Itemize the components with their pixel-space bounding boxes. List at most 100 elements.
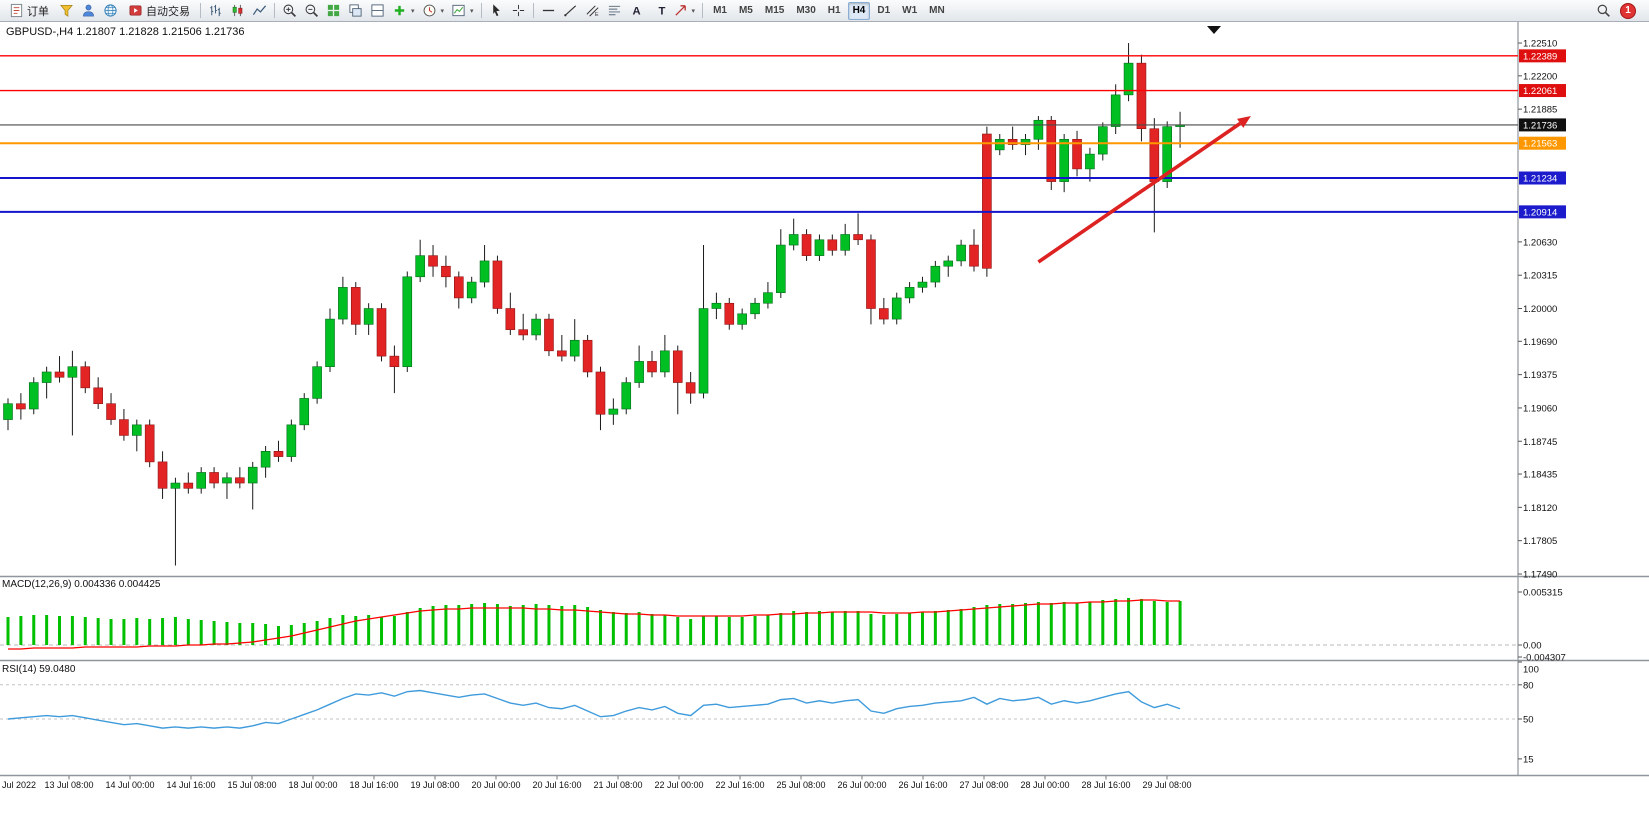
timeframe-toolbar: M1 M5 M15 M30 H1 H4 D1 W1 MN (707, 1, 951, 20)
zoom-out-button[interactable] (301, 1, 322, 21)
svg-text:1.17490: 1.17490 (1523, 569, 1557, 580)
svg-text:1.22510: 1.22510 (1523, 39, 1557, 50)
periods-button[interactable]: ▾ (419, 1, 448, 21)
toolbar-right-group: 1 (1593, 1, 1646, 21)
timeframe-button-h1[interactable]: H1 (823, 2, 846, 20)
time-axis[interactable]: Jul 2022 13 Jul 08:00 14 Jul 00:00 14 Jul 1… (2, 776, 1192, 790)
timeframe-button-mn[interactable]: MN (924, 2, 950, 20)
search-button[interactable] (1593, 1, 1614, 21)
zoom-in-button[interactable] (279, 1, 300, 21)
svg-text:1.22389: 1.22389 (1523, 51, 1557, 62)
line-chart-icon (252, 3, 267, 18)
svg-text:A: A (632, 5, 640, 17)
new-order-label: 订单 (27, 5, 49, 18)
svg-text:1.18120: 1.18120 (1523, 503, 1557, 514)
community-icon (103, 3, 118, 18)
indicators-add-icon (392, 3, 407, 18)
trendline-icon (563, 3, 578, 18)
price-scale[interactable]: 1.22510 1.22200 1.21885 1.20630 1.20315 1.200… (1518, 39, 1557, 581)
cursor-button[interactable] (486, 1, 507, 21)
svg-text:13 Jul 08:00: 13 Jul 08:00 (44, 780, 93, 790)
candles-layer (3, 43, 1185, 566)
svg-text:26 Jul 16:00: 26 Jul 16:00 (898, 780, 947, 790)
svg-text:1.22061: 1.22061 (1523, 86, 1557, 97)
svg-text:27 Jul 08:00: 27 Jul 08:00 (959, 780, 1008, 790)
chart-shift-marker-icon[interactable] (1207, 26, 1221, 34)
chevron-down-icon: ▾ (440, 7, 445, 15)
svg-text:26 Jul 00:00: 26 Jul 00:00 (837, 780, 886, 790)
rsi-layer: 100 80 50 15 (7, 661, 1539, 765)
svg-text:1.19690: 1.19690 (1523, 337, 1557, 348)
bar-chart-button[interactable] (205, 1, 226, 21)
arrow-tools-icon (673, 3, 688, 18)
periods-clock-icon (422, 3, 437, 18)
svg-text:15: 15 (1523, 754, 1534, 765)
zoom-out-icon (304, 3, 319, 18)
community-button[interactable] (100, 1, 121, 21)
profile-icon (81, 3, 96, 18)
svg-text:1.20914: 1.20914 (1523, 207, 1557, 218)
price-tag (1519, 136, 1566, 150)
timeframe-button-m1[interactable]: M1 (708, 2, 732, 20)
svg-text:1.19375: 1.19375 (1523, 370, 1557, 381)
svg-text:1.21736: 1.21736 (1523, 120, 1557, 131)
text-label-icon: T (651, 3, 666, 18)
timeframe-button-m30[interactable]: M30 (791, 2, 820, 20)
chevron-down-icon: ▾ (411, 7, 415, 15)
rsi-line (7, 689, 1181, 729)
cascade-windows-button[interactable] (345, 1, 366, 21)
trendline-button[interactable] (560, 1, 581, 21)
fibonacci-icon (607, 3, 622, 18)
indicators-button[interactable]: ▾ (389, 1, 418, 21)
svg-text:100: 100 (1523, 665, 1539, 676)
toolbar-separator (702, 3, 704, 18)
timeframe-button-m15[interactable]: M15 (760, 2, 789, 20)
trend-arrow-annotation[interactable] (1037, 116, 1251, 264)
price-tag (1519, 205, 1566, 219)
toolbar-separator (274, 3, 275, 18)
crosshair-icon (511, 3, 526, 18)
svg-text:20 Jul 00:00: 20 Jul 00:00 (471, 780, 520, 790)
svg-text:1.18435: 1.18435 (1523, 470, 1557, 481)
chevron-down-icon: ▾ (691, 7, 696, 15)
price-tag (1519, 49, 1566, 63)
arrow-tools-button[interactable]: ▾ (670, 1, 699, 21)
tile-windows-button[interactable] (323, 1, 344, 21)
svg-text:Jul 2022: Jul 2022 (2, 780, 36, 790)
svg-text:18 Jul 16:00: 18 Jul 16:00 (349, 780, 398, 790)
svg-text:0.00: 0.00 (1523, 641, 1542, 652)
timeframe-button-w1[interactable]: W1 (897, 2, 922, 20)
text-icon: A (629, 3, 644, 18)
text-label-button[interactable]: T (648, 1, 669, 21)
notification-badge[interactable]: 1 (1620, 2, 1636, 19)
svg-text:E: E (594, 12, 598, 18)
candlestick-chart-button[interactable] (227, 1, 248, 21)
autotrading-button[interactable]: 自动交易 (122, 1, 196, 21)
horizontal-line-icon (541, 3, 556, 18)
text-button[interactable]: A (626, 1, 647, 21)
timeframe-button-d1[interactable]: D1 (872, 2, 895, 20)
svg-text:1.20000: 1.20000 (1523, 304, 1557, 315)
new-order-button[interactable]: 订单 (3, 1, 55, 21)
svg-text:1.21885: 1.21885 (1523, 105, 1557, 116)
fibonacci-button[interactable] (604, 1, 625, 21)
crosshair-button[interactable] (508, 1, 529, 21)
equidistant-channel-button[interactable]: E (582, 1, 603, 21)
line-chart-button[interactable] (249, 1, 270, 21)
profile-button[interactable] (78, 1, 99, 21)
quotes-button[interactable] (56, 1, 77, 21)
templates-button[interactable]: ▾ (448, 1, 477, 21)
svg-text:50: 50 (1523, 715, 1534, 726)
horizontal-line-button[interactable] (538, 1, 559, 21)
svg-text:22 Jul 16:00: 22 Jul 16:00 (715, 780, 764, 790)
svg-text:29 Jul 08:00: 29 Jul 08:00 (1142, 780, 1191, 790)
svg-text:28 Jul 16:00: 28 Jul 16:00 (1081, 780, 1130, 790)
timeframe-button-m5[interactable]: M5 (734, 2, 758, 20)
svg-text:0.005315: 0.005315 (1523, 588, 1563, 599)
svg-text:21 Jul 08:00: 21 Jul 08:00 (593, 780, 642, 790)
search-icon (1596, 3, 1611, 18)
arrange-windows-button[interactable] (367, 1, 388, 21)
timeframe-button-h4[interactable]: H4 (847, 1, 871, 20)
